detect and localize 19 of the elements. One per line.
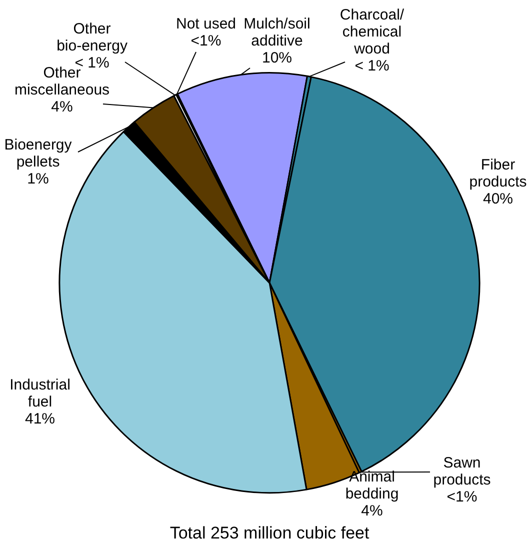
slice-label: Other bio-energy [56,20,128,55]
data-label: 4% [361,502,383,520]
slice-label: Sawn products [433,454,491,489]
text: Total 253 million cubic feet [170,523,370,542]
data-label: 4% [51,98,73,116]
slice-label: Mulch/soil additive [244,16,310,50]
data-label: 41% [24,410,56,428]
slice-label: Charcoal/ chemical wood [340,6,405,58]
slice-label: Animal bedding [345,468,399,503]
data-label: < 1% [354,58,390,75]
data-label: 10% [262,50,292,67]
slice-label: Industrial fuel [10,376,70,411]
data-label: <1% [190,32,222,50]
data-label: 40% [482,190,514,208]
data-label: <1% [446,488,478,506]
data-label: 1% [27,170,49,188]
slice-label: Not used [176,16,236,33]
slice-label: Fiber products [469,156,527,191]
slice-label: Bioenergy pellets [4,136,72,171]
